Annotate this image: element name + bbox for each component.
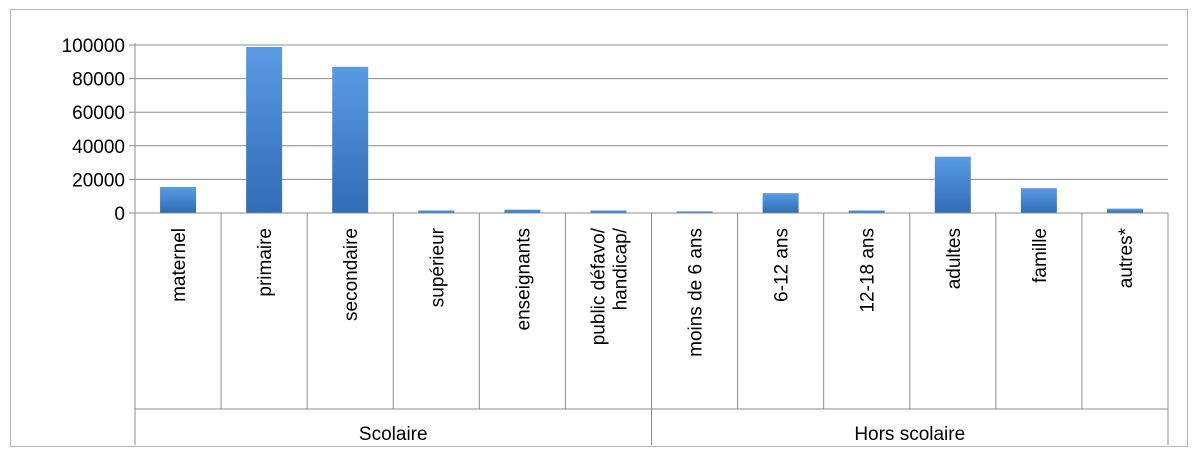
y-tick-label: 100000 <box>62 36 125 57</box>
bar <box>676 211 713 213</box>
category-label: moins de 6 ans <box>686 228 707 357</box>
bar <box>590 210 627 213</box>
bar <box>1020 188 1057 213</box>
category-label: maternel <box>169 228 190 302</box>
y-tick-label: 0 <box>114 204 125 225</box>
bar <box>246 47 283 214</box>
category-label: famille <box>1030 228 1051 283</box>
bar <box>418 210 455 213</box>
category-label: handicap/ <box>610 227 631 310</box>
category-label: 12-18 ans <box>858 228 879 313</box>
category-label: supérieur <box>427 227 448 307</box>
chart-frame <box>10 9 1188 447</box>
y-tick-label: 80000 <box>72 70 125 91</box>
bar <box>848 210 885 213</box>
category-label: secondaire <box>341 228 362 321</box>
gridlines <box>135 44 1168 180</box>
bars <box>160 47 1143 214</box>
y-tick-label: 40000 <box>72 137 125 158</box>
y-tick-label: 20000 <box>72 170 125 191</box>
bar <box>332 66 369 213</box>
bar <box>504 209 541 213</box>
category-label: public défavo/ <box>588 227 609 345</box>
category-label: autres* <box>1116 227 1137 288</box>
y-tick-label: 60000 <box>72 103 125 124</box>
group-label: Hors scolaire <box>854 424 965 445</box>
bar <box>762 193 799 213</box>
axes <box>129 43 1169 445</box>
bar <box>934 156 971 213</box>
category-label: enseignants <box>513 228 534 330</box>
labels: 0 20000 40000 60000 80000 100000 Scolaire Hors … <box>62 36 1137 445</box>
category-label: primaire <box>255 228 276 297</box>
category-label: 6-12 ans <box>772 228 793 302</box>
bar <box>1106 208 1143 213</box>
group-label: Scolaire <box>359 424 428 445</box>
category-label: adultes <box>944 228 965 289</box>
bar <box>160 186 197 213</box>
